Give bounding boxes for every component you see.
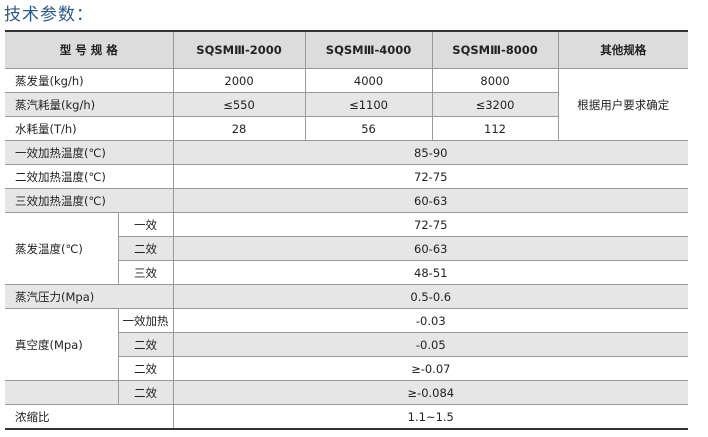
table-cell: 三效加热温度(℃) (5, 188, 174, 213)
table-cell: 72-75 (172, 164, 689, 189)
header-cell: 其他规格 (557, 30, 689, 69)
table-cell: 真空度(Mpa) (5, 308, 119, 381)
table-cell: 蒸发量(kg/h) (5, 68, 174, 93)
table-cell: 1.1~1.5 (172, 404, 689, 430)
table-cell: 二效 (118, 236, 174, 261)
table-cell: ≥-0.084 (172, 380, 689, 405)
table-cell: 72-75 (172, 212, 689, 237)
header-cell: SQSMⅢ-8000 (431, 30, 559, 69)
table-cell: 蒸汽耗量(kg/h) (5, 92, 174, 117)
table-cell: 二效 (118, 356, 174, 381)
table-row: 二效加热温度(℃) 72-75 (5, 164, 689, 189)
header-row: 型 号 规 格 SQSMⅢ-2000 SQSMⅢ-4000 SQSMⅢ-8000 其他规… (5, 30, 689, 69)
empty-cell (5, 380, 119, 405)
table-row: 二效 -0.05 (5, 332, 689, 357)
table-cell: 2000 (172, 68, 306, 93)
table-row: 蒸汽压力(Mpa) 0.5-0.6 (5, 284, 689, 309)
table-cell: 4000 (304, 68, 433, 93)
table-row: 三效加热温度(℃) 60-63 (5, 188, 689, 213)
table-cell: 蒸发温度(℃) (5, 212, 119, 285)
table-cell: 60-63 (172, 188, 689, 213)
table-cell: 二效 (117, 380, 174, 405)
table-cell: -0.05 (172, 332, 689, 357)
table-cell: 48-51 (172, 260, 689, 285)
table-cell: 水耗量(T/h) (5, 116, 174, 141)
table-cell: 浓缩比 (5, 404, 174, 430)
table-cell: ≤1100 (304, 92, 433, 117)
table-cell: 112 (431, 116, 559, 141)
table-cell: 一效 (117, 212, 174, 237)
table-cell: 三效 (118, 260, 174, 285)
table-cell: 根据用户要求确定 (557, 68, 689, 141)
header-cell: 型 号 规 格 (5, 30, 174, 69)
table-cell: 8000 (431, 68, 559, 93)
section-title: 技术参数： (4, 5, 94, 25)
table-cell: ≤550 (172, 92, 306, 117)
table-row: 水耗量(T/h) 28 56 112 (5, 116, 688, 141)
table-row: 蒸发量(kg/h) 2000 4000 8000 根据用户要求确定 (5, 68, 689, 141)
table-row: 二效 60-63 (5, 236, 689, 261)
table-cell: ≥-0.07 (172, 356, 689, 381)
table-row: 二效 ≥-0.084 (5, 380, 689, 405)
header-cell: SQSMⅢ-2000 (172, 30, 306, 69)
table-row: 一效加热温度(℃) 85-90 (5, 140, 689, 165)
table-cell: 蒸汽压力(Mpa) (5, 284, 174, 309)
table-cell: -0.03 (172, 308, 689, 333)
header-cell: SQSMⅢ-4000 (304, 30, 433, 69)
table-row: 真空度(Mpa) 一效加热 -0.03 (5, 308, 689, 381)
table-cell: 二效 (118, 332, 174, 357)
table-cell: 0.5-0.6 (172, 284, 689, 309)
table-cell: 一效加热温度(℃) (5, 140, 174, 165)
table-cell: 二效加热温度(℃) (5, 164, 174, 189)
table-cell: 85-90 (172, 140, 689, 165)
table-cell: 60-63 (172, 236, 689, 261)
table-cell: 一效加热 (117, 308, 174, 333)
table-cell: 28 (172, 116, 306, 141)
table-row: 蒸发温度(℃) 一效 72-75 (5, 212, 689, 285)
table-cell: ≤3200 (431, 92, 559, 117)
spec-table: 型 号 规 格 SQSMⅢ-2000 SQSMⅢ-4000 SQSMⅢ-8000 其他规… (5, 30, 689, 430)
table-cell: 56 (304, 116, 433, 141)
table-row: 浓缩比 1.1~1.5 (5, 404, 689, 430)
